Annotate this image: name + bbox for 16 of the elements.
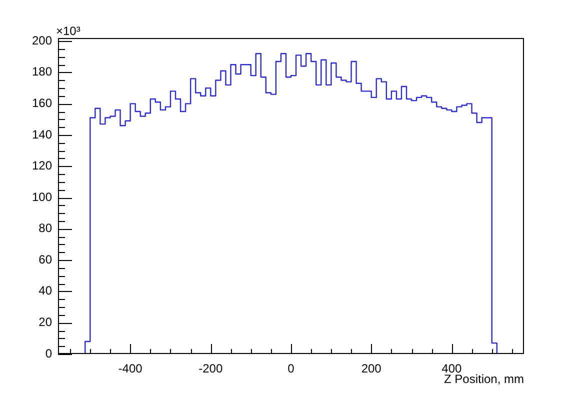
x-tick-label: -400 [118, 362, 143, 376]
y-tick-label: 0 [45, 346, 52, 360]
y-tick-label: 180 [32, 64, 52, 79]
y-tick-label: 160 [32, 96, 52, 110]
y-tick-label: 60 [38, 252, 52, 266]
y-tick-label: 140 [32, 127, 52, 142]
x-tick-label: -200 [198, 362, 223, 376]
x-tick-label: 200 [361, 362, 382, 376]
y-tick-label: 20 [38, 315, 52, 330]
y-tick-label: 120 [32, 158, 52, 173]
text: ×10³ [56, 24, 80, 38]
y-tick-label: 100 [32, 190, 52, 204]
y-tick-label: 200 [32, 33, 52, 48]
x-tick-label: 0 [288, 362, 295, 376]
y-tick-label: 40 [38, 284, 52, 298]
y-tick-label: 80 [38, 221, 52, 236]
